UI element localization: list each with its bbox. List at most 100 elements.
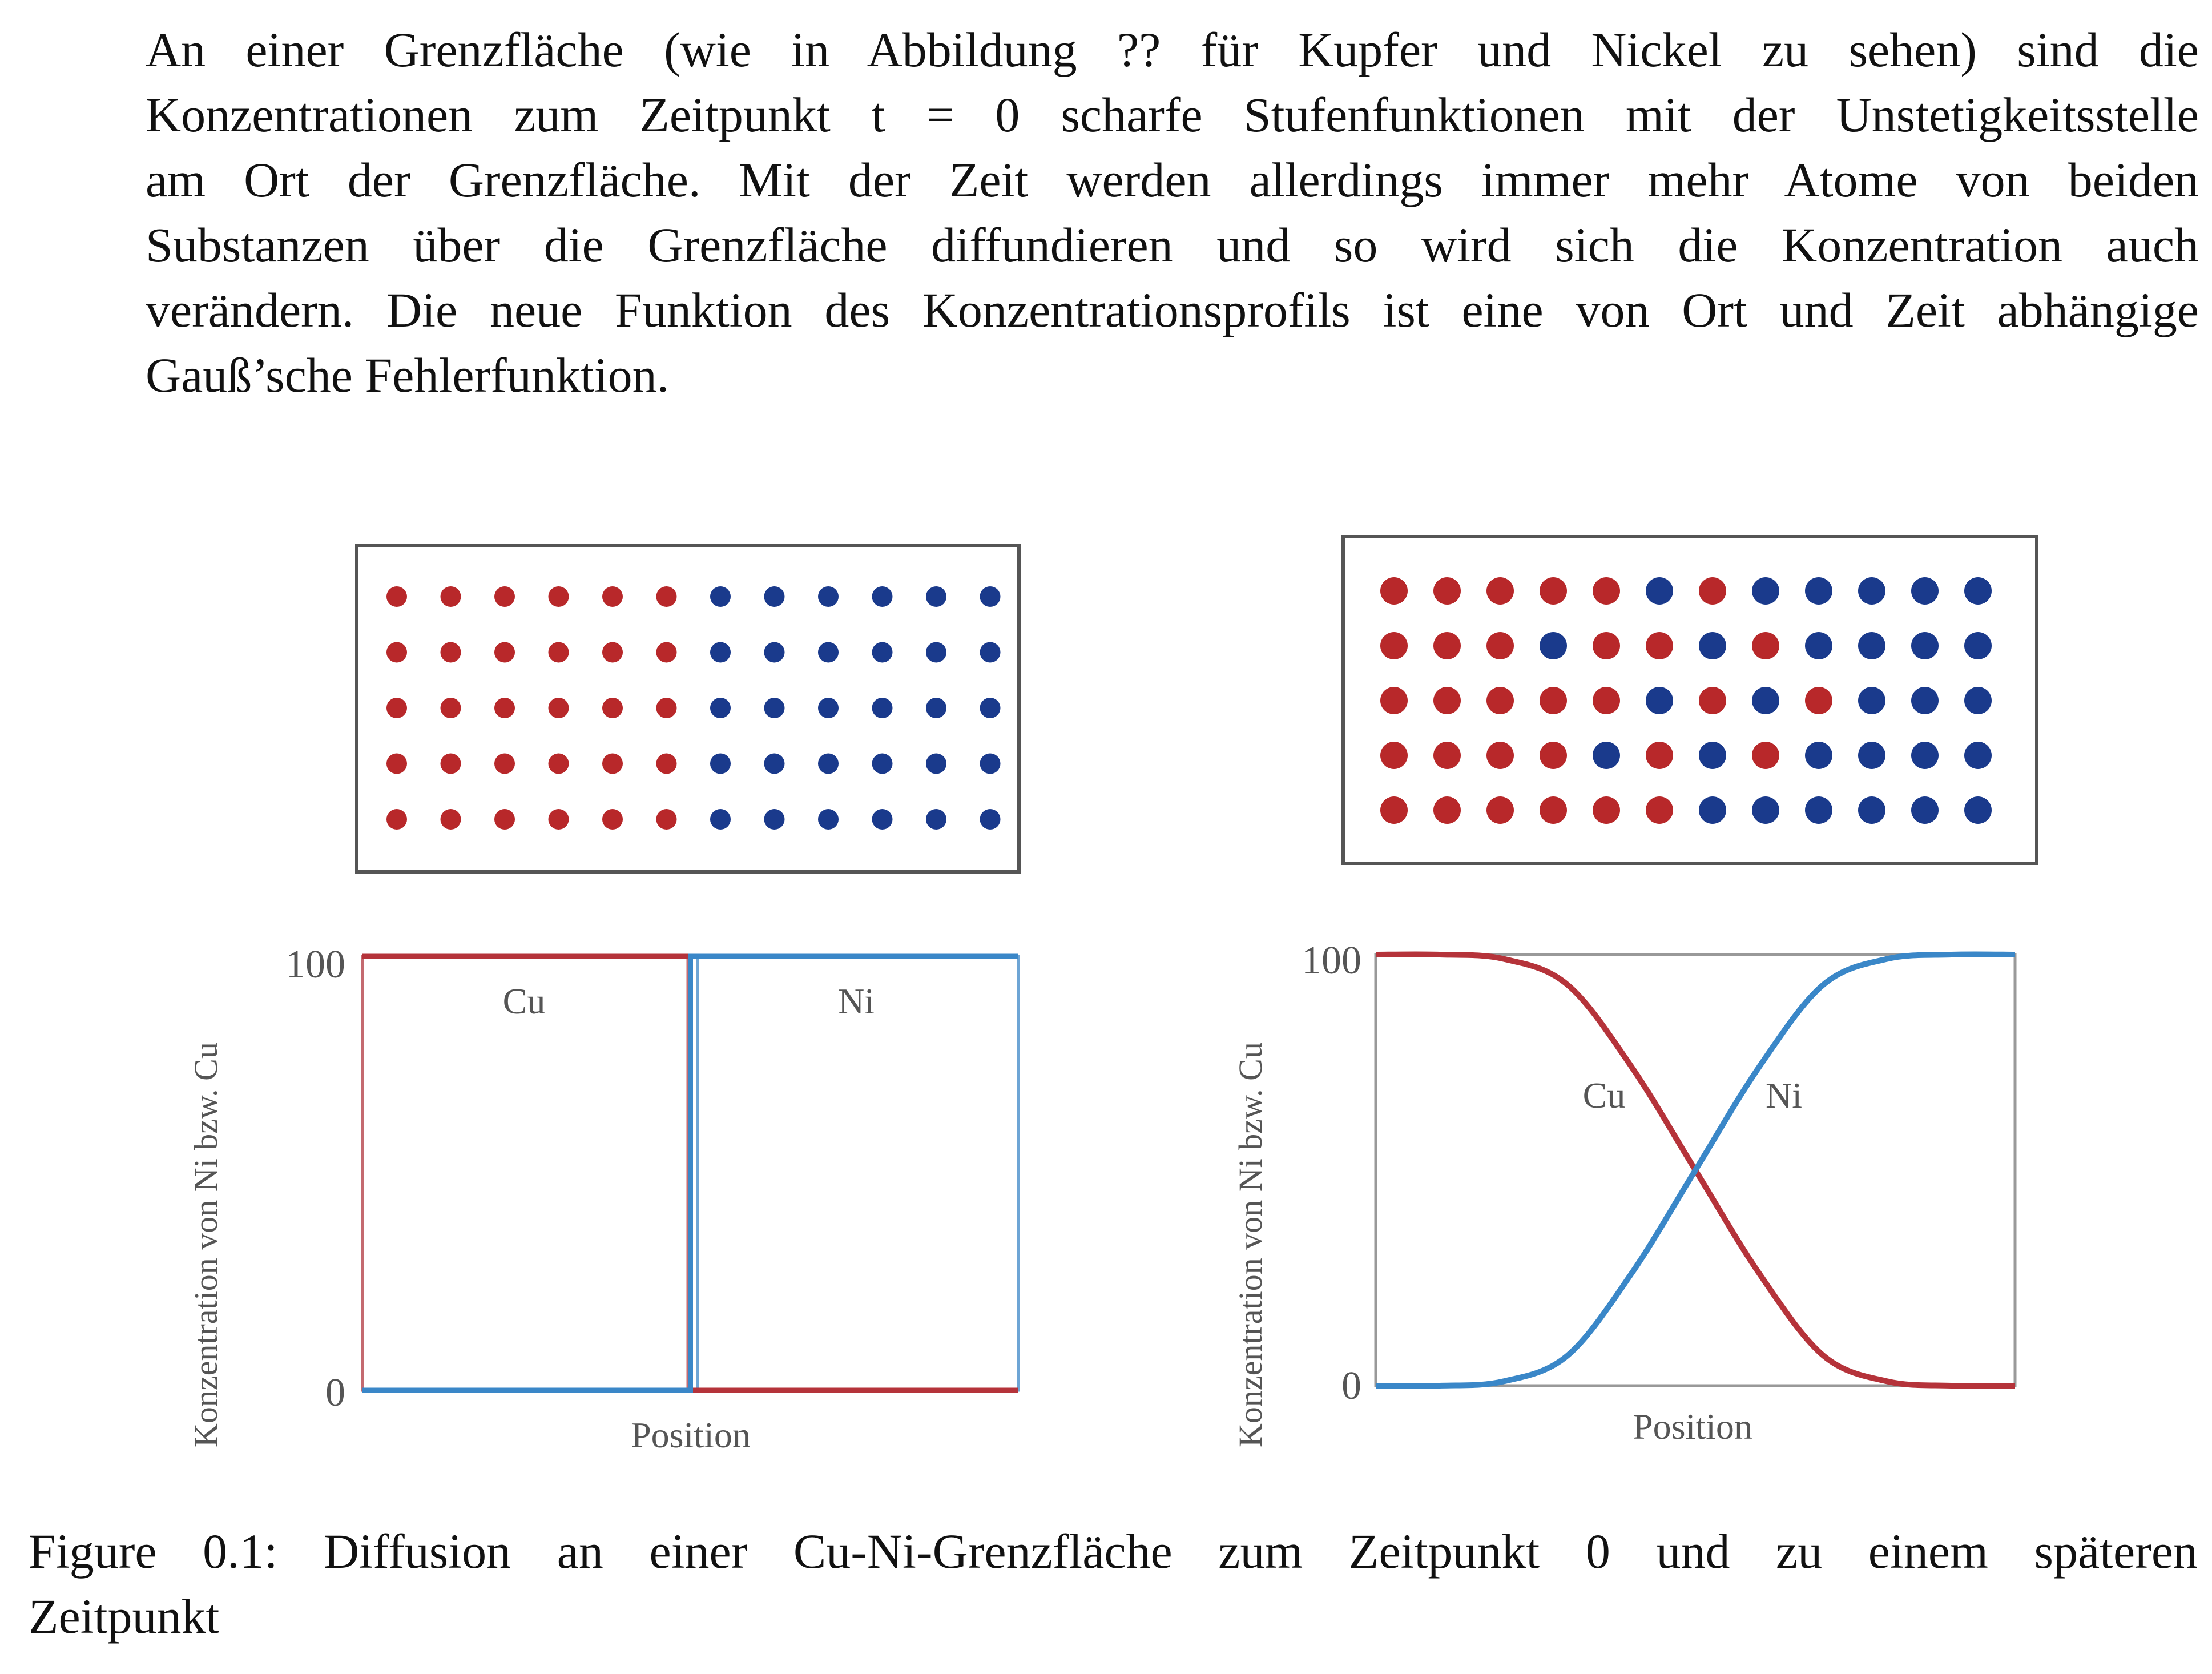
x-axis-label: Position <box>631 1415 751 1455</box>
cu-atom <box>1540 742 1567 769</box>
ni-atom <box>710 753 731 774</box>
ni-atom <box>710 698 731 718</box>
atom-grid-later <box>1341 535 2038 865</box>
paragraph-line: An einer Grenzfläche (wie in Abbildung ?… <box>146 22 2199 77</box>
figure-caption: Figure 0.1: Diffusion an einer Cu-Ni-Gre… <box>29 1519 2198 1649</box>
cu-atom <box>1433 632 1461 659</box>
ni-atom <box>1858 577 1885 605</box>
cu-atom <box>548 586 569 607</box>
atom-dots <box>1380 577 1992 824</box>
cu-atom <box>1486 632 1514 659</box>
ni-atom <box>980 698 1001 718</box>
cu-atom <box>548 698 569 718</box>
ni-atom <box>1858 687 1885 714</box>
ni-atom <box>1911 577 1939 605</box>
body-paragraph: An einer Grenzfläche (wie in Abbildung ?… <box>146 17 2199 408</box>
y-tick-100: 100 <box>285 943 345 987</box>
cu-atom <box>494 753 515 774</box>
cu-atom <box>1593 577 1620 605</box>
ni-atom <box>1964 632 1992 659</box>
ni-atom <box>1858 796 1885 824</box>
cu-atom <box>602 586 623 607</box>
cu-atom <box>440 753 461 774</box>
ni-atom <box>1752 687 1779 714</box>
cu-atom <box>1699 687 1726 714</box>
cu-atom <box>1752 742 1779 769</box>
cu-atom <box>1593 796 1620 824</box>
ni-atom <box>1593 742 1620 769</box>
cu-atom <box>1433 687 1461 714</box>
ni-atom <box>1911 632 1939 659</box>
cu-atom <box>1593 687 1620 714</box>
cu-atom <box>1646 796 1673 824</box>
series-line-ni <box>1375 951 2016 1389</box>
cu-atom <box>548 753 569 774</box>
cu-atom <box>602 642 623 663</box>
ni-atom <box>926 586 946 607</box>
ni-atom <box>764 809 785 830</box>
atom-box-frame <box>355 544 1021 874</box>
chart-t0: Konzentration von Ni bzw. Cu 100 0 Posit… <box>187 943 1020 1455</box>
ni-atom <box>1699 632 1726 659</box>
cu-atom <box>440 698 461 718</box>
ni-atom <box>1540 632 1567 659</box>
ni-atom <box>1646 577 1673 605</box>
cu-atom <box>1380 742 1408 769</box>
ni-atom <box>1752 577 1779 605</box>
cu-atom <box>602 698 623 718</box>
y-axis-label: Konzentration von Ni bzw. Cu <box>187 1042 224 1447</box>
ni-atom <box>1752 796 1779 824</box>
cu-atom <box>656 642 677 663</box>
region-box-ni <box>696 955 1020 1392</box>
ni-atom <box>926 753 946 774</box>
cu-atom <box>548 642 569 663</box>
ni-atom <box>1858 632 1885 659</box>
ni-atom <box>926 698 946 718</box>
cu-atom <box>1433 742 1461 769</box>
ni-atom <box>980 809 1001 830</box>
ni-atom <box>818 753 839 774</box>
ni-atom <box>1964 687 1992 714</box>
cu-atom <box>548 809 569 830</box>
ni-atom <box>1805 632 1832 659</box>
cu-atom <box>494 586 515 607</box>
cu-atom <box>1593 632 1620 659</box>
cu-atom <box>386 586 407 607</box>
ni-atom <box>1646 687 1673 714</box>
ni-atom <box>1964 577 1992 605</box>
ni-atom <box>980 753 1001 774</box>
x-axis-label: Position <box>1633 1406 1752 1447</box>
ni-atom <box>980 586 1001 607</box>
atom-dots <box>386 586 1001 830</box>
ni-atom <box>1805 577 1832 605</box>
series-label-ni: Ni <box>1766 1075 1802 1116</box>
ni-atom <box>818 698 839 718</box>
cu-atom <box>440 586 461 607</box>
y-axis-label: Konzentration von Ni bzw. Cu <box>1232 1042 1269 1447</box>
cu-atom <box>1486 796 1514 824</box>
cu-atom <box>1486 577 1514 605</box>
y-tick-100: 100 <box>1302 939 1361 983</box>
cu-atom <box>494 698 515 718</box>
series-label-cu: Cu <box>503 981 546 1021</box>
atom-grid-t0 <box>355 544 1021 874</box>
ni-atom <box>1805 796 1832 824</box>
ni-atom <box>1699 796 1726 824</box>
ni-atom <box>926 642 946 663</box>
ni-atom <box>764 753 785 774</box>
chart-later: Konzentration von Ni bzw. Cu 100 0 Posit… <box>1232 939 2017 1447</box>
paragraph-line: Gauß’sche Fehlerfunktion. <box>146 348 670 403</box>
cu-atom <box>440 809 461 830</box>
ni-atom <box>818 809 839 830</box>
cu-atom <box>494 642 515 663</box>
caption-line: Zeitpunkt <box>29 1589 220 1644</box>
cu-atom <box>656 809 677 830</box>
ni-atom <box>710 586 731 607</box>
ni-atom <box>1858 742 1885 769</box>
cu-atom <box>1380 577 1408 605</box>
cu-atom <box>1380 687 1408 714</box>
ni-atom <box>872 753 893 774</box>
paragraph-line: Substanzen über die Grenzfläche diffundi… <box>146 218 2199 272</box>
cu-atom <box>386 642 407 663</box>
ni-atom <box>1911 796 1939 824</box>
